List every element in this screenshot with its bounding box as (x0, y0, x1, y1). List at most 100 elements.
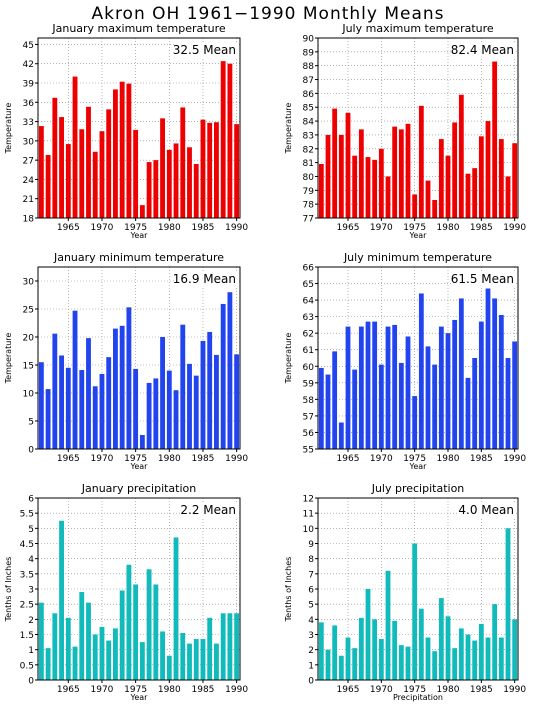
y-tick-label: 3 (28, 586, 34, 596)
y-tick-label: 89 (303, 48, 315, 58)
mean-annotation: 32.5 Mean (173, 43, 236, 57)
bar-1986 (485, 288, 491, 449)
bar-1990 (234, 354, 240, 449)
x-tick-label: 1990 (225, 685, 248, 695)
bar-1971 (385, 570, 391, 680)
bar-1984 (193, 375, 199, 449)
bar-1989 (505, 358, 511, 449)
bar-1972 (113, 628, 118, 680)
x-tick-label: 1975 (124, 223, 147, 233)
y-tick-label: 45 (23, 41, 34, 51)
bar-1988 (498, 314, 504, 449)
y-tick-label: 4.5 (20, 540, 34, 550)
bar-1966 (72, 310, 78, 449)
bar-1970 (99, 373, 105, 449)
bar-1985 (478, 136, 484, 218)
bar-1978 (153, 160, 159, 218)
bar-1974 (126, 83, 132, 219)
bar-1961 (38, 126, 44, 218)
chart-panel: July minimum temperature 55 56 57 58 59 60 61 62… (284, 251, 526, 471)
chart-panel: January precipitation 0 0.5 1 1.5 2 2.5 3 3.5 4 4.… (4, 482, 248, 702)
bar-1964 (59, 117, 64, 218)
bar-1963 (332, 108, 338, 218)
x-tick-label: 1970 (370, 223, 393, 233)
bar-1986 (207, 331, 213, 449)
bar-1977 (146, 162, 152, 218)
bar-1971 (385, 326, 391, 449)
mean-annotation-bg (174, 42, 238, 57)
x-tick-label: 1990 (503, 223, 526, 233)
bar-1981 (173, 143, 179, 218)
x-tick-label: 1985 (192, 685, 215, 695)
bar-1987 (492, 298, 498, 449)
bar-1972 (392, 126, 398, 218)
y-tick-label: 65 (303, 280, 314, 290)
bar-1962 (325, 374, 331, 449)
bar-1966 (72, 76, 78, 218)
y-tick-label: 5 (28, 525, 34, 535)
y-tick-label: 10 (23, 390, 35, 400)
y-tick-label: 30 (23, 278, 35, 288)
bar-1964 (338, 134, 344, 218)
bar-1989 (227, 63, 233, 218)
mean-annotation-bg (452, 271, 516, 286)
bar-1970 (378, 364, 384, 449)
y-axis-label: Temperature (284, 333, 293, 385)
bar-1977 (425, 346, 431, 449)
bar-1984 (472, 358, 478, 449)
y-tick-label: 25 (23, 306, 34, 316)
x-tick-label: 1985 (470, 454, 493, 464)
x-axis-label: Year (409, 462, 428, 471)
bar-1989 (505, 528, 511, 680)
x-tick-label: 1970 (370, 454, 393, 464)
y-tick-label: 77 (303, 215, 314, 225)
bar-1977 (146, 569, 152, 680)
bar-1971 (106, 109, 112, 218)
bar-1990 (512, 341, 518, 449)
y-tick-label: 36 (23, 99, 35, 109)
bar-1982 (458, 94, 464, 218)
bar-1967 (79, 129, 85, 218)
bar-1988 (220, 61, 226, 219)
y-tick-label: 4 (308, 616, 314, 626)
bar-1971 (106, 640, 112, 680)
plot-frame (37, 266, 241, 450)
bar-1980 (166, 370, 172, 449)
x-tick-label: 1965 (337, 454, 360, 464)
y-tick-label: 58 (303, 396, 315, 406)
bar-1964 (59, 520, 64, 680)
x-axis-label: Precipitation (393, 693, 443, 702)
y-tick-label: 84 (303, 118, 315, 128)
x-tick-label: 1970 (91, 223, 114, 233)
bar-1978 (432, 651, 438, 680)
y-tick-label: 63 (303, 313, 314, 323)
chart-title: July maximum temperature (341, 22, 494, 35)
y-tick-label: 5 (28, 418, 34, 428)
mean-annotation: 2.2 Mean (180, 503, 236, 517)
y-tick-label: 80 (303, 173, 315, 183)
x-tick-label: 1980 (437, 685, 460, 695)
bar-1985 (200, 639, 206, 680)
mean-annotation: 82.4 Mean (451, 43, 514, 57)
chart-title: July precipitation (371, 482, 465, 495)
y-tick-label: 18 (23, 215, 35, 225)
bar-1966 (352, 369, 358, 449)
bar-1966 (352, 155, 358, 218)
bar-1976 (418, 608, 424, 680)
x-axis-label: Year (130, 693, 149, 702)
bar-1972 (392, 620, 398, 680)
x-tick-label: 1980 (437, 454, 460, 464)
y-tick-label: 6 (28, 495, 34, 505)
bar-1971 (385, 176, 391, 218)
x-tick-label: 1965 (337, 223, 360, 233)
y-tick-label: 60 (303, 363, 315, 373)
bar-1988 (498, 637, 504, 680)
bar-1968 (365, 589, 371, 680)
plot-frame (317, 266, 519, 450)
x-tick-label: 1990 (503, 685, 526, 695)
y-tick-label: 0 (28, 446, 34, 456)
bar-1962 (325, 134, 331, 218)
y-tick-label: 56 (303, 429, 315, 439)
bar-1976 (418, 105, 424, 218)
y-tick-label: 82 (303, 145, 314, 155)
